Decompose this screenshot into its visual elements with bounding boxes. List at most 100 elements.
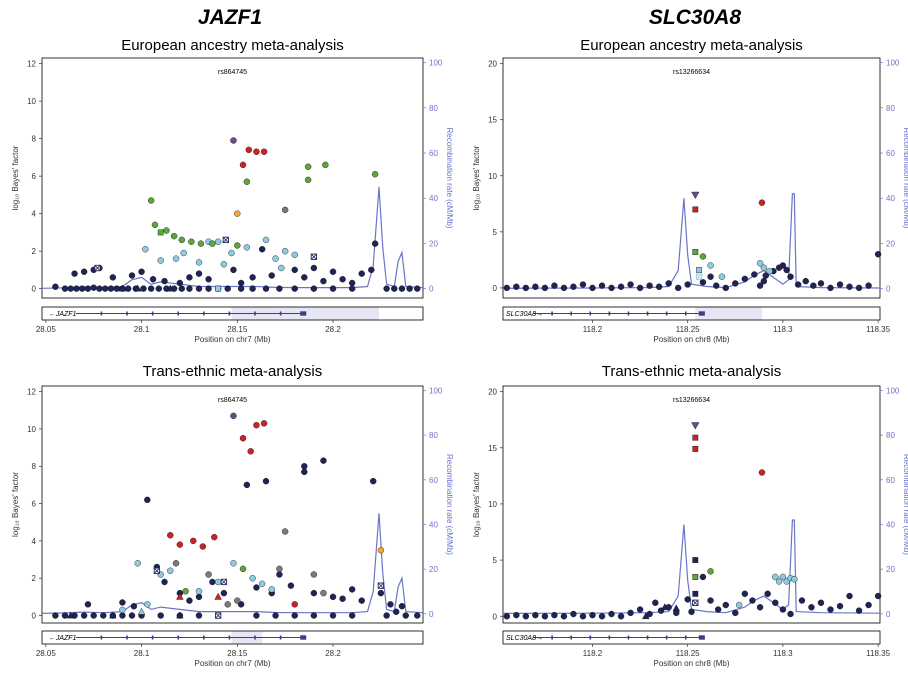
snp-point (253, 148, 260, 155)
gene-exon (177, 311, 180, 316)
gene-title-jazf1: JAZF1 (197, 6, 263, 29)
x-tick-label: 118.35 (866, 325, 890, 334)
panel-jazf1-european: European ancestry meta-analysis 0 2 4 6 8 10 12… (11, 37, 454, 344)
y-tick-label: 20 (488, 388, 497, 397)
gene-exon (228, 635, 231, 640)
snp-point (310, 571, 318, 578)
snp-point (707, 597, 714, 604)
snp-point (808, 604, 815, 611)
x-tick-label: 118.2 (583, 325, 603, 334)
snp-point (276, 285, 283, 292)
gene-label: ←JAZF1 (49, 311, 77, 318)
snp-point (272, 612, 279, 619)
snp-point (674, 284, 682, 292)
snp-point (172, 255, 180, 262)
snp-point-square (692, 446, 699, 452)
gene-exon (551, 311, 553, 316)
snp-point-triangle (133, 284, 142, 292)
snp-point (589, 611, 596, 619)
snp-point (764, 590, 771, 597)
snp-point (147, 285, 155, 292)
snp-point (90, 612, 97, 619)
gene-label: SLC30A8→ (506, 311, 543, 318)
snp-point (239, 565, 247, 573)
y2-tick-label: 20 (886, 239, 895, 248)
y2-tick-label: 0 (429, 285, 434, 294)
snp-point (320, 277, 327, 285)
snp-point (113, 285, 120, 292)
snp-point (258, 580, 266, 588)
snp-point (541, 613, 549, 620)
snp-point (197, 240, 205, 247)
snp-point (339, 595, 346, 602)
snp-point (301, 468, 308, 476)
snp-point (205, 285, 212, 292)
snp-point (589, 284, 596, 292)
snp-point (142, 246, 149, 253)
gene-exon (608, 311, 611, 316)
index-snp-label: rs13266634 (673, 69, 710, 76)
snp-point (760, 264, 768, 271)
y2-tick-label: 20 (429, 239, 438, 248)
snp-point (579, 281, 587, 288)
snp-point-triangle (66, 611, 75, 619)
snp-point (234, 242, 241, 249)
snp-point-crossed-square (94, 264, 101, 272)
snp-point (513, 611, 520, 619)
crossed-square-x (95, 265, 101, 271)
snp-point (652, 599, 659, 606)
y-tick-label: 12 (27, 60, 36, 69)
snp-point (617, 283, 625, 290)
snp-point (243, 481, 251, 489)
snp-point (817, 280, 825, 287)
crossed-square-x (215, 613, 221, 619)
snp-point (155, 285, 162, 292)
snp-point (751, 271, 758, 278)
snp-point-triangle (176, 611, 184, 619)
gene-exon (254, 635, 256, 640)
crossed-square-x (154, 568, 160, 574)
snp-point (370, 477, 377, 485)
snp-point (522, 613, 530, 620)
snp-point (741, 590, 749, 597)
snp-point-triangle (214, 592, 222, 600)
snp-point (348, 285, 356, 292)
snp-point-square (692, 206, 699, 213)
x-tick-label: 28.15 (227, 649, 248, 658)
y-axis-label: log₁₀ Bayes' factor (472, 145, 481, 210)
snp-point (220, 589, 228, 597)
gene-exon (151, 311, 154, 316)
snp-point (157, 612, 164, 619)
snp-point (756, 282, 764, 289)
snp-point (617, 613, 625, 620)
snp-point (119, 599, 126, 606)
x-axis-label: Position on chr8 (Mb) (653, 659, 729, 668)
gene-exon (627, 311, 630, 316)
y-tick-label: 0 (493, 284, 498, 293)
snp-point-square (696, 267, 703, 273)
snp-point (195, 593, 203, 601)
snp-point (310, 264, 318, 272)
y2-tick-label: 40 (429, 520, 438, 529)
panel-title: Trans-ethnic meta-analysis (143, 363, 323, 380)
snp-point (865, 282, 872, 289)
snp-point-triangle (642, 612, 650, 620)
snp-point (304, 176, 312, 184)
y2-axis-label: Recombination rate (cM/Mb) (902, 454, 908, 555)
y2-tick-label: 60 (886, 476, 895, 485)
snp-point (598, 282, 606, 289)
snp-point (855, 284, 863, 292)
crossed-square-x (223, 237, 229, 243)
index-snp-label: rs13266634 (673, 397, 710, 404)
snp-point (52, 612, 59, 619)
snp-point (186, 274, 193, 281)
y2-tick-label: 60 (429, 476, 438, 485)
snp-point (570, 610, 577, 618)
gene-exon (608, 635, 611, 640)
snp-point (322, 161, 329, 169)
snp-point (249, 274, 256, 281)
snp-point (794, 281, 802, 288)
gene-label: ←JAZF1 (49, 635, 77, 642)
snp-point (301, 274, 308, 281)
y2-axis-label: Recombination rate (cM/Mb) (902, 128, 908, 229)
